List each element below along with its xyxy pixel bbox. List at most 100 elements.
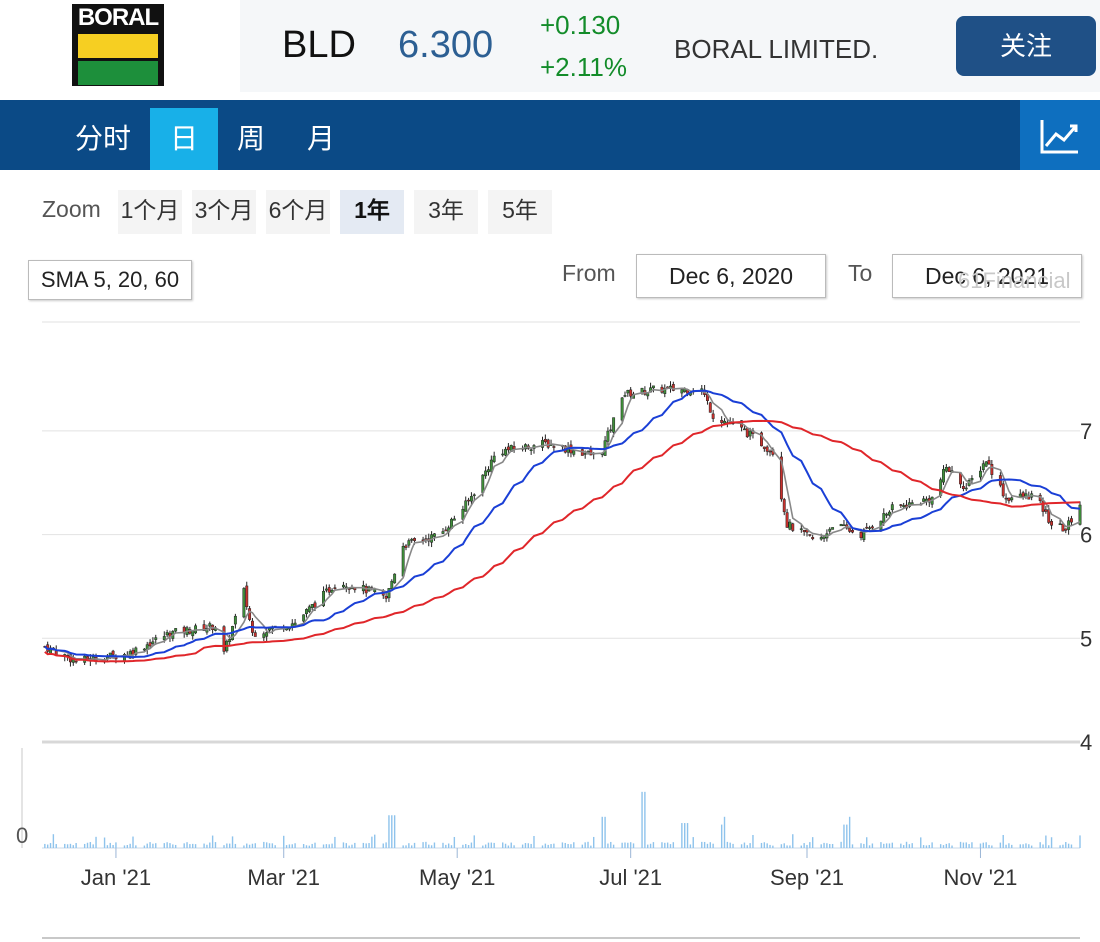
- candlestick: [492, 451, 496, 464]
- volume-bar: [1028, 844, 1030, 848]
- candlestick: [290, 619, 294, 631]
- zoom-1-year[interactable]: 1年: [340, 190, 404, 234]
- from-date-input[interactable]: Dec 6, 2020: [636, 254, 826, 298]
- follow-button[interactable]: 关注: [956, 16, 1096, 76]
- candlestick: [148, 639, 152, 649]
- candle-body: [870, 526, 874, 529]
- candle-body: [802, 529, 806, 533]
- volume-bar: [86, 842, 89, 848]
- zoom-6-months[interactable]: 6个月: [266, 190, 330, 234]
- volume-bar: [49, 843, 52, 848]
- candle-body: [134, 647, 138, 655]
- candlestick: [981, 460, 985, 473]
- volume-bar: [510, 842, 512, 848]
- candle-body: [742, 428, 746, 431]
- volume-bar: [368, 843, 370, 848]
- candlestick: [785, 508, 789, 528]
- volume-bar: [382, 843, 384, 848]
- sma-line-60: [44, 419, 1081, 663]
- chart-type-button[interactable]: [1020, 100, 1100, 170]
- y-tick-label: 5: [1080, 626, 1092, 651]
- volume-bar: [749, 843, 751, 848]
- volume-bar: [573, 842, 575, 848]
- volume-bar: [939, 844, 942, 848]
- volume-bar: [590, 845, 592, 848]
- zoom-5-years[interactable]: 5年: [488, 190, 552, 234]
- candle-body: [768, 450, 772, 453]
- volume-bar: [391, 815, 393, 848]
- candle-body: [828, 528, 832, 532]
- volume-bar: [661, 842, 663, 848]
- candlestick: [839, 523, 843, 527]
- volume-bar: [780, 844, 783, 848]
- volume-bar: [669, 844, 672, 848]
- zoom-3-months[interactable]: 3个月: [192, 190, 256, 234]
- candle-body: [865, 526, 869, 529]
- candle-body: [785, 512, 789, 528]
- candle-body: [248, 608, 252, 620]
- volume-bar: [848, 816, 851, 848]
- volume-bar: [89, 842, 92, 848]
- indicator-selector[interactable]: SMA 5, 20, 60: [28, 260, 192, 300]
- volume-bar: [885, 843, 888, 848]
- volume-bar: [445, 844, 447, 848]
- candle-body: [489, 459, 493, 472]
- candlestick: [944, 463, 948, 473]
- logo-green-band: [78, 61, 158, 85]
- volume-bar: [800, 845, 803, 848]
- candle-body: [484, 470, 488, 477]
- candlestick: [532, 444, 536, 454]
- tab-intraday[interactable]: 分时: [74, 123, 131, 154]
- candle-body: [444, 529, 448, 532]
- candle-body: [512, 446, 516, 450]
- y-tick-label: 6: [1080, 523, 1092, 548]
- candlestick: [708, 401, 712, 413]
- candle-body: [808, 534, 812, 536]
- volume-bar: [166, 842, 168, 848]
- volume-bar: [428, 844, 430, 848]
- volume-bar: [888, 843, 891, 848]
- to-date-input[interactable]: Dec 6, 2021: [892, 254, 1082, 298]
- volume-bar: [792, 834, 794, 848]
- candle-body: [606, 430, 610, 442]
- volume-bar: [442, 842, 444, 848]
- candle-body: [393, 573, 397, 584]
- candlestick: [905, 500, 908, 511]
- volume-bar: [189, 844, 191, 848]
- volume-bar: [1045, 835, 1047, 848]
- volume-bar: [533, 835, 535, 848]
- volume-bar: [393, 815, 396, 848]
- tab-monthly[interactable]: 月: [306, 123, 335, 154]
- volume-bar: [1022, 844, 1024, 848]
- candlestick: [253, 630, 257, 637]
- volume-bar: [846, 824, 848, 848]
- candle-body: [148, 642, 152, 647]
- volume-bar: [866, 837, 868, 848]
- tab-weekly[interactable]: 周: [236, 123, 265, 154]
- volume-bar: [146, 843, 148, 848]
- zoom-1-month[interactable]: 1个月: [118, 190, 182, 234]
- tab-daily[interactable]: 日: [150, 108, 218, 170]
- volume-bar: [263, 841, 265, 848]
- volume-bar: [246, 843, 248, 848]
- candlestick: [145, 641, 149, 655]
- candlestick: [1018, 489, 1022, 498]
- volume-bar: [1042, 844, 1044, 848]
- volume-bar: [504, 843, 507, 848]
- zoom-3-years[interactable]: 3年: [414, 190, 478, 234]
- candle-body: [819, 537, 823, 540]
- volume-bar: [231, 836, 234, 848]
- candle-body: [987, 460, 991, 465]
- candle-body: [961, 486, 965, 489]
- candlestick: [484, 466, 488, 479]
- volume-bar: [823, 842, 825, 848]
- candle-body: [174, 628, 178, 632]
- volume-bar: [971, 842, 973, 848]
- volume-bar: [109, 842, 111, 848]
- candle-body: [626, 389, 630, 394]
- volume-bar: [291, 844, 293, 848]
- volume-bar: [652, 842, 655, 848]
- volume-bar: [684, 823, 686, 848]
- volume-bar: [203, 843, 205, 848]
